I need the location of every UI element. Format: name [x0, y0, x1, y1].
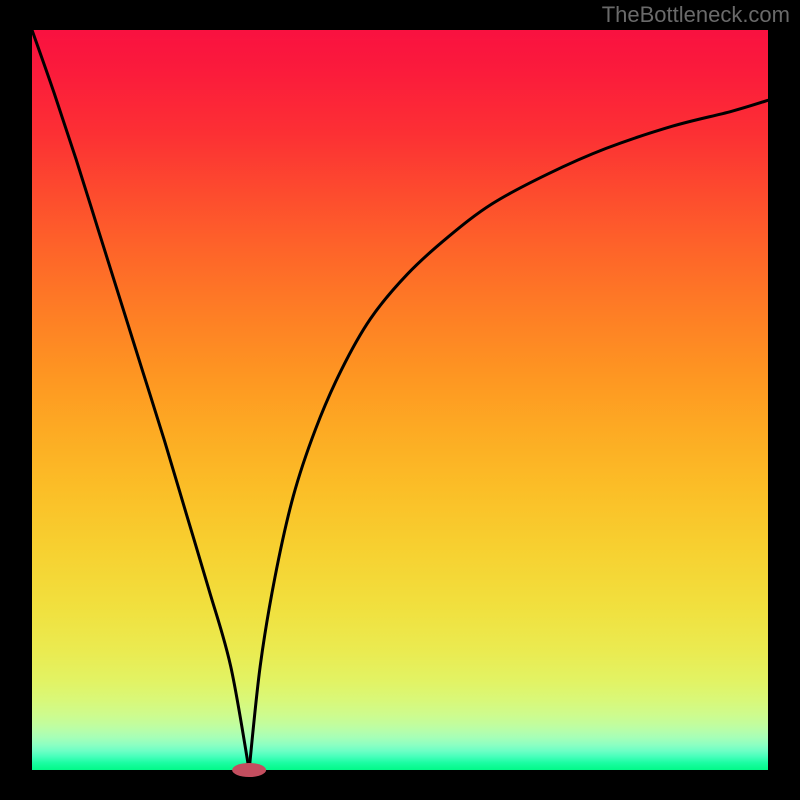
watermark-text: TheBottleneck.com	[602, 2, 790, 28]
chart-svg	[0, 0, 800, 800]
bottleneck-chart: TheBottleneck.com	[0, 0, 800, 800]
minimum-marker	[232, 763, 266, 777]
plot-area	[32, 30, 768, 770]
